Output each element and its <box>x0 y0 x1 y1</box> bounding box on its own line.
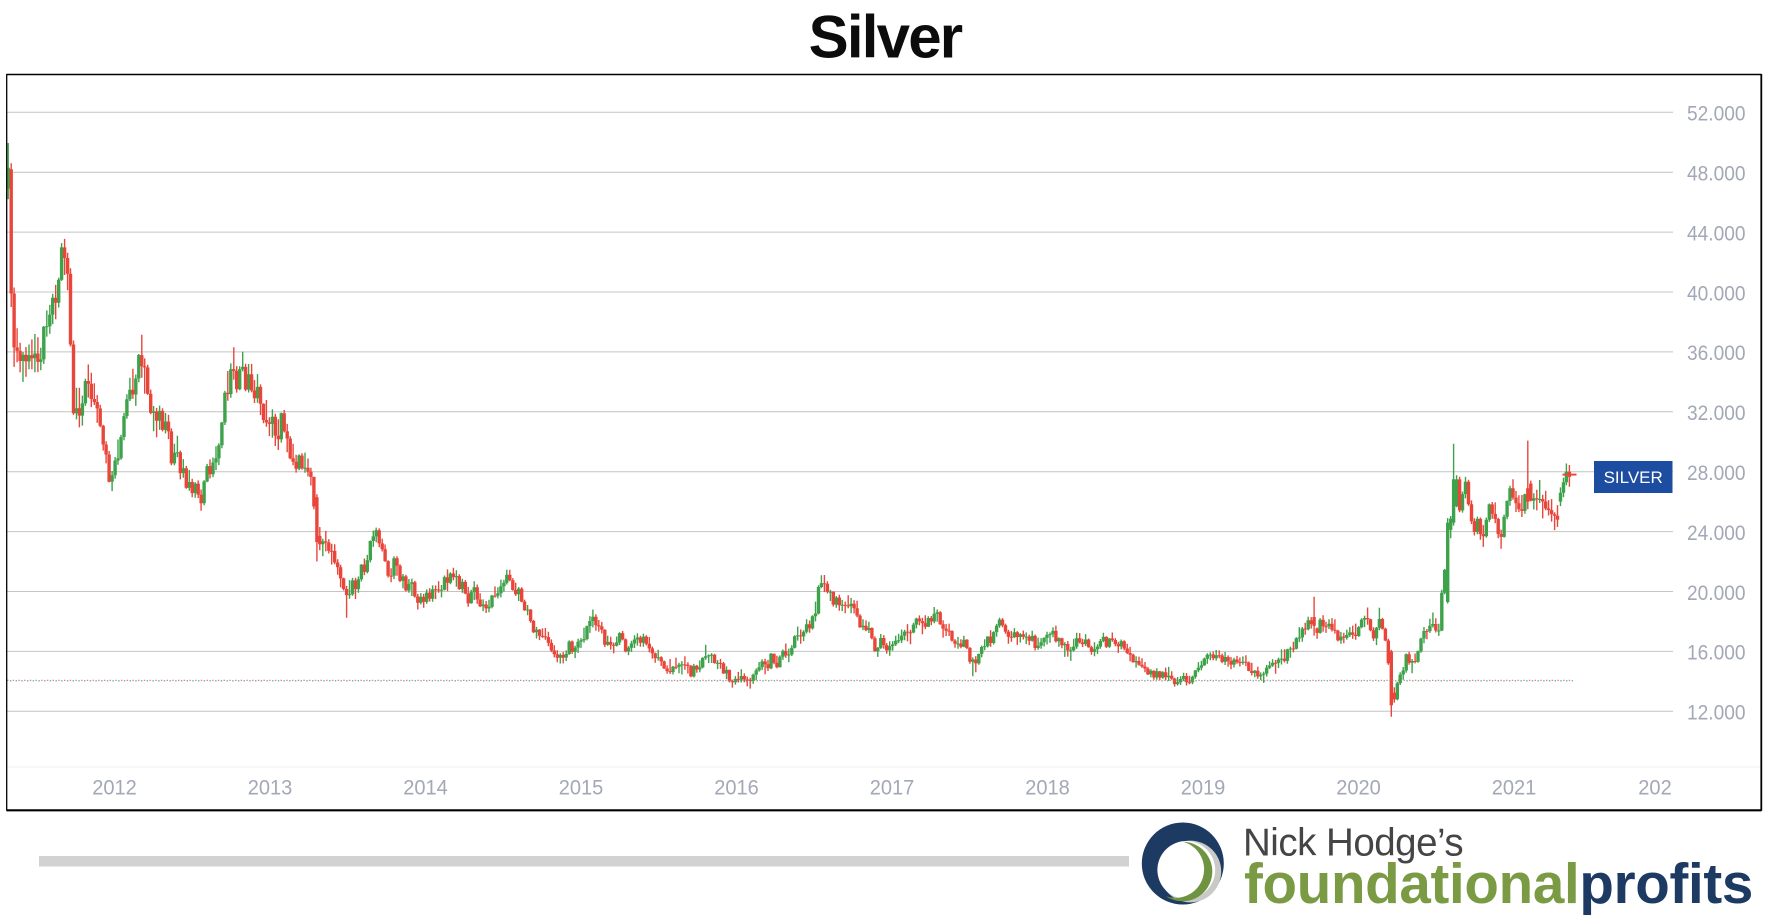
svg-text:Silver: Silver <box>809 4 963 71</box>
svg-text:40.000: 40.000 <box>1687 282 1746 305</box>
svg-text:20.000: 20.000 <box>1687 582 1746 605</box>
svg-text:202: 202 <box>1638 777 1672 800</box>
svg-text:44.000: 44.000 <box>1687 222 1746 245</box>
svg-text:12.000: 12.000 <box>1687 702 1746 725</box>
svg-text:48.000: 48.000 <box>1687 163 1746 186</box>
svg-text:36.000: 36.000 <box>1687 342 1746 365</box>
svg-text:2015: 2015 <box>559 777 604 800</box>
svg-text:SILVER: SILVER <box>1604 468 1663 487</box>
svg-text:2018: 2018 <box>1025 777 1070 800</box>
svg-text:2020: 2020 <box>1336 777 1381 800</box>
svg-text:16.000: 16.000 <box>1687 642 1746 665</box>
svg-text:2016: 2016 <box>714 777 759 800</box>
svg-text:2017: 2017 <box>870 777 915 800</box>
svg-text:24.000: 24.000 <box>1687 522 1746 545</box>
svg-text:2012: 2012 <box>92 777 137 800</box>
svg-text:2019: 2019 <box>1181 777 1226 800</box>
svg-text:52.000: 52.000 <box>1687 103 1746 126</box>
svg-text:2014: 2014 <box>403 777 448 800</box>
svg-text:2013: 2013 <box>248 777 293 800</box>
svg-text:32.000: 32.000 <box>1687 402 1746 425</box>
svg-text:foundationalprofits: foundationalprofits <box>1244 852 1753 915</box>
svg-text:28.000: 28.000 <box>1687 462 1746 485</box>
svg-text:Nick Hodge’s: Nick Hodge’s <box>1243 822 1463 865</box>
svg-text:2021: 2021 <box>1492 777 1537 800</box>
